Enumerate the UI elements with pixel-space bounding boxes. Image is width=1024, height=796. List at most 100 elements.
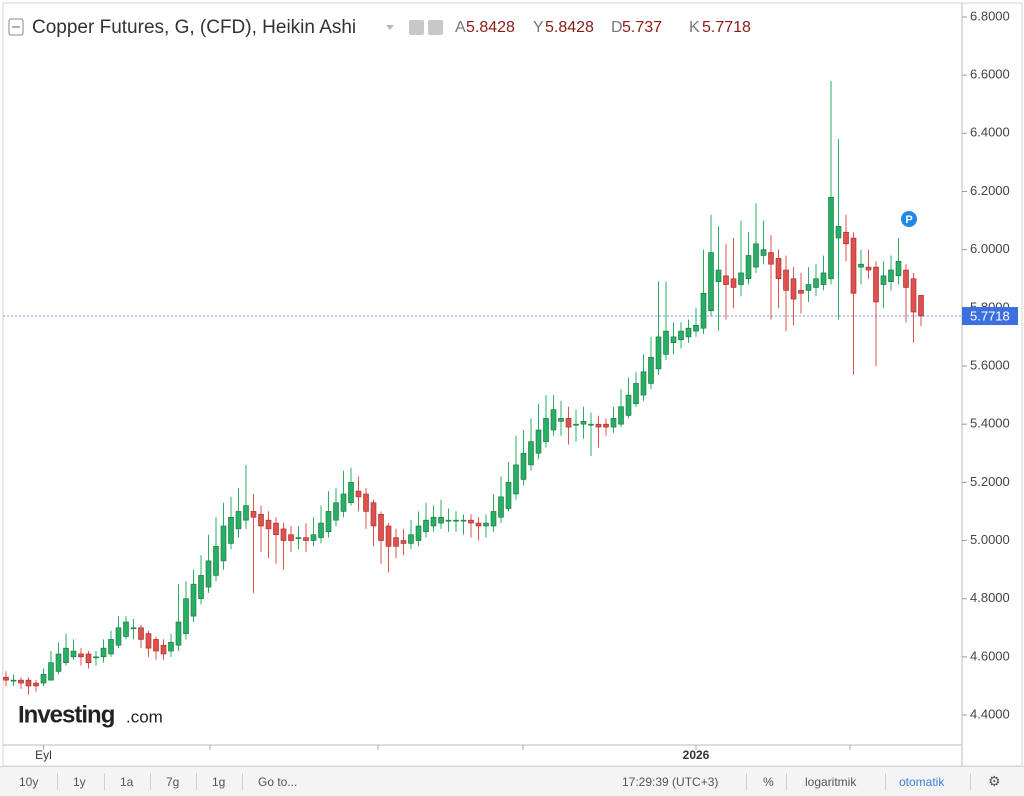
- candle-body: [865, 266, 872, 271]
- ohlc-value: 5.737: [622, 19, 662, 36]
- range-button[interactable]: 7g: [166, 775, 180, 789]
- candle-body: [460, 519, 467, 522]
- candle-body: [40, 674, 47, 684]
- ohlc-label: Y: [533, 19, 544, 36]
- candle-body: [93, 656, 99, 659]
- separator: [196, 773, 197, 790]
- candle-body: [513, 464, 519, 495]
- gear-icon[interactable]: [428, 20, 443, 35]
- ohlc-value: 5.7718: [702, 19, 751, 36]
- goto-button[interactable]: Go to...: [258, 775, 298, 789]
- candle-body: [78, 653, 84, 658]
- candle-body: [108, 639, 114, 655]
- candle-body: [835, 226, 842, 239]
- candle-body: [385, 525, 392, 547]
- candle-body: [760, 249, 767, 256]
- candle-body: [258, 514, 264, 527]
- candle-body: [415, 525, 422, 541]
- candle-body: [663, 330, 669, 355]
- candle-body: [700, 292, 707, 329]
- candle-body: [370, 502, 377, 527]
- candle-body: [678, 330, 684, 341]
- ohlc-label: D: [611, 19, 623, 36]
- x-tick-label: 2026: [683, 748, 710, 762]
- candle-body: [565, 418, 572, 428]
- range-button[interactable]: 1g: [212, 775, 226, 789]
- candle-body: [535, 429, 542, 454]
- settings-icon[interactable]: [409, 20, 424, 35]
- candle-body: [423, 519, 429, 533]
- candle-body: [655, 336, 662, 370]
- candle-body: [550, 409, 557, 431]
- candle-body: [723, 275, 729, 285]
- separator: [786, 773, 787, 790]
- candle-body: [363, 493, 369, 512]
- candle-body: [100, 647, 107, 658]
- candle-body: [903, 269, 909, 288]
- candle-body: [70, 650, 77, 658]
- candle-body: [213, 546, 219, 576]
- candle-body: [355, 490, 362, 498]
- candle-body: [273, 522, 279, 536]
- candle-body: [25, 679, 32, 687]
- candle-body: [595, 423, 602, 428]
- candle-body: [468, 519, 474, 524]
- candle-body: [588, 423, 594, 426]
- percent-button[interactable]: %: [763, 775, 774, 789]
- range-button[interactable]: 10y: [19, 775, 39, 789]
- candle-body: [543, 418, 549, 442]
- separator: [57, 773, 58, 790]
- candle-body: [153, 639, 159, 652]
- frame: [2, 2, 1023, 766]
- candle-body: [303, 537, 309, 541]
- candle-body: [843, 231, 849, 245]
- candle-body: [490, 511, 497, 527]
- candle-body: [183, 598, 189, 634]
- candle-body: [753, 243, 759, 268]
- dropdown-arrow[interactable]: [386, 25, 394, 30]
- candle-body: [828, 196, 834, 280]
- candle-body: [18, 679, 24, 684]
- candle-body: [558, 418, 564, 422]
- candle-body: [648, 356, 654, 384]
- candle-body: [55, 653, 62, 672]
- settings-button[interactable]: ⚙: [988, 773, 1001, 789]
- candle-body: [33, 682, 39, 687]
- chart: Copper Futures, G, (CFD), Heikin Ashi A …: [2, 2, 1023, 766]
- candle-body: [190, 583, 197, 617]
- candle-body: [895, 260, 902, 277]
- candle-body: [475, 522, 482, 527]
- auto-button[interactable]: otomatik: [899, 775, 945, 789]
- candle-body: [858, 263, 864, 268]
- marker-badge[interactable]: [901, 211, 917, 227]
- y-tick-label: 5.2000: [970, 474, 1010, 489]
- separator: [150, 773, 151, 790]
- candle-body: [400, 540, 407, 544]
- candle-body: [10, 679, 17, 682]
- candle-body: [603, 423, 609, 428]
- candle-body: [783, 269, 789, 291]
- candle-body: [745, 255, 752, 280]
- candle-body: [85, 653, 92, 663]
- y-tick-label: 4.8000: [970, 590, 1010, 605]
- candle-body: [48, 662, 54, 681]
- candle-body: [580, 420, 587, 425]
- ohlc-value: 5.8428: [466, 19, 515, 36]
- ohlc-label: K: [689, 19, 700, 36]
- separator: [885, 773, 886, 790]
- candle-body: [618, 406, 624, 425]
- separator: [242, 773, 243, 790]
- range-button[interactable]: 1y: [73, 775, 86, 789]
- candle-body: [325, 511, 332, 533]
- log-button[interactable]: logaritmik: [805, 775, 857, 789]
- candle-body: [333, 502, 339, 521]
- candle-body: [610, 418, 617, 428]
- candle-body: [160, 644, 167, 655]
- candle-body: [768, 252, 774, 265]
- range-button[interactable]: 1a: [120, 775, 134, 789]
- y-tick-label: 5.4000: [970, 416, 1010, 431]
- candle-body: [873, 266, 879, 303]
- candle-body: [633, 383, 639, 405]
- candle-body: [63, 647, 69, 663]
- candle-body: [850, 237, 857, 294]
